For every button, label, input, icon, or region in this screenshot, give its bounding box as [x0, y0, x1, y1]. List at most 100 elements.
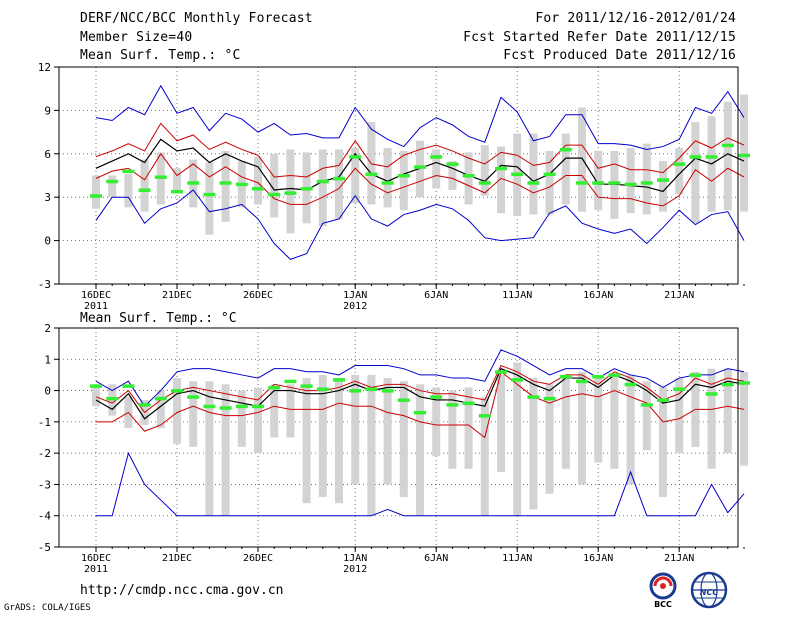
ensemble-marker [689, 373, 702, 377]
ensemble-marker [446, 162, 459, 166]
ensemble-marker [527, 395, 540, 399]
ensemble-marker [414, 410, 426, 415]
ensemble-marker [462, 401, 475, 406]
ensemble-marker [268, 192, 281, 197]
ensemble-marker [495, 370, 507, 374]
ensemble-marker [511, 378, 524, 382]
x-tick-year-label: 2011 [84, 564, 108, 575]
spread-bar [335, 378, 343, 504]
y-tick-label: -2 [38, 447, 51, 460]
x-tick-label: 26DEC [243, 553, 273, 564]
ensemble-marker [559, 147, 572, 152]
ensemble-marker [608, 181, 621, 185]
ensemble-marker [316, 179, 329, 184]
ensemble-marker [511, 172, 524, 177]
spread-bar [545, 150, 554, 215]
spread-bar [173, 378, 181, 444]
ensemble-marker [349, 155, 362, 159]
ensemble-marker [543, 396, 556, 401]
spread-bar [545, 384, 554, 494]
spread-bar [626, 374, 635, 485]
x-tick-label: 6JAN [424, 290, 448, 301]
ensemble-marker [219, 181, 232, 185]
x-tick-label: 11JAN [502, 290, 532, 301]
y-tick-label: 12 [38, 61, 51, 74]
ensemble-marker [592, 181, 605, 185]
ensemble-marker [203, 404, 216, 409]
x-tick-label: 21DEC [162, 553, 192, 564]
spread-bar [221, 384, 230, 516]
ensemble-marker [90, 384, 102, 388]
spread-bar [399, 150, 408, 211]
ensemble-marker [430, 395, 443, 399]
spread-bar [594, 150, 603, 211]
ensemble-marker [138, 188, 151, 192]
y-tick-label: 2 [44, 322, 51, 335]
y-tick-label: -5 [38, 541, 51, 554]
ensemble-marker [154, 175, 167, 179]
y-tick-label: -4 [38, 510, 52, 523]
grads-credit: GrADS: COLA/IGES [4, 603, 91, 613]
y-tick-label: -3 [38, 278, 51, 291]
x-tick-label: 6JAN [424, 553, 448, 564]
x-tick-label: 1JAN [343, 290, 367, 301]
source-url[interactable]: http://cmdp.ncc.cma.gov.cn [80, 583, 284, 598]
spread-bar [464, 387, 473, 469]
ensemble-marker [478, 181, 491, 185]
ensemble-marker [478, 414, 491, 418]
forecast-produced-date: Fcst Produced Date 2011/12/16 [503, 48, 736, 63]
ensemble-marker [333, 176, 345, 181]
spread-bar [497, 374, 505, 472]
x-tick-year-label: 2012 [343, 564, 367, 575]
spread-bar [497, 146, 505, 214]
spread-bar [740, 94, 748, 212]
chart-title: DERF/NCC/BCC Monthly Forecast [80, 11, 313, 26]
ensemble-marker [122, 169, 135, 174]
member-size: Member Size=40 [80, 30, 193, 45]
spread-bar [351, 148, 360, 203]
ensemble-marker [106, 179, 119, 184]
ensemble-marker [365, 387, 378, 392]
ensemble-marker [316, 387, 329, 392]
spread-bar [642, 381, 651, 451]
spread-bar [610, 374, 619, 469]
y-tick-label: 0 [44, 385, 51, 398]
ensemble-marker [462, 174, 475, 178]
ensemble-marker [300, 187, 313, 191]
x-tick-label: 1JAN [343, 553, 367, 564]
spread-bar [173, 168, 181, 192]
spread-bar [691, 121, 700, 224]
spread-bar [140, 159, 149, 212]
plot-border [58, 327, 739, 548]
ensemble-marker [284, 191, 297, 195]
min-line [95, 189, 745, 260]
spread-bar [205, 381, 214, 516]
ensemble-marker [235, 182, 248, 187]
spread-bar [367, 374, 376, 516]
x-tick-label: 16JAN [583, 290, 613, 301]
spread-bar [513, 362, 522, 516]
ensemble-marker [397, 174, 410, 178]
spread-bar [707, 368, 716, 469]
spread-bar [270, 384, 279, 438]
y-tick-label: 6 [44, 148, 51, 161]
spread-bar [286, 384, 295, 438]
ensemble-marker [576, 379, 588, 384]
spread-bar [480, 396, 489, 516]
x-tick-label: 16DEC [81, 553, 111, 564]
ensemble-marker [738, 153, 750, 158]
spread-bar [237, 390, 246, 447]
forecast-period: For 2011/12/16-2012/01/24 [535, 11, 736, 26]
plot-border [58, 66, 739, 285]
x-tick-label: 26DEC [243, 290, 273, 301]
ensemble-marker [333, 378, 345, 382]
ensemble-marker [608, 373, 621, 377]
y-tick-label: 1 [44, 353, 51, 366]
spread-bar [578, 107, 586, 212]
spread-bar [318, 149, 327, 227]
spread-bar [561, 133, 570, 205]
spread-bar [723, 368, 732, 454]
spread-bar [740, 371, 748, 466]
